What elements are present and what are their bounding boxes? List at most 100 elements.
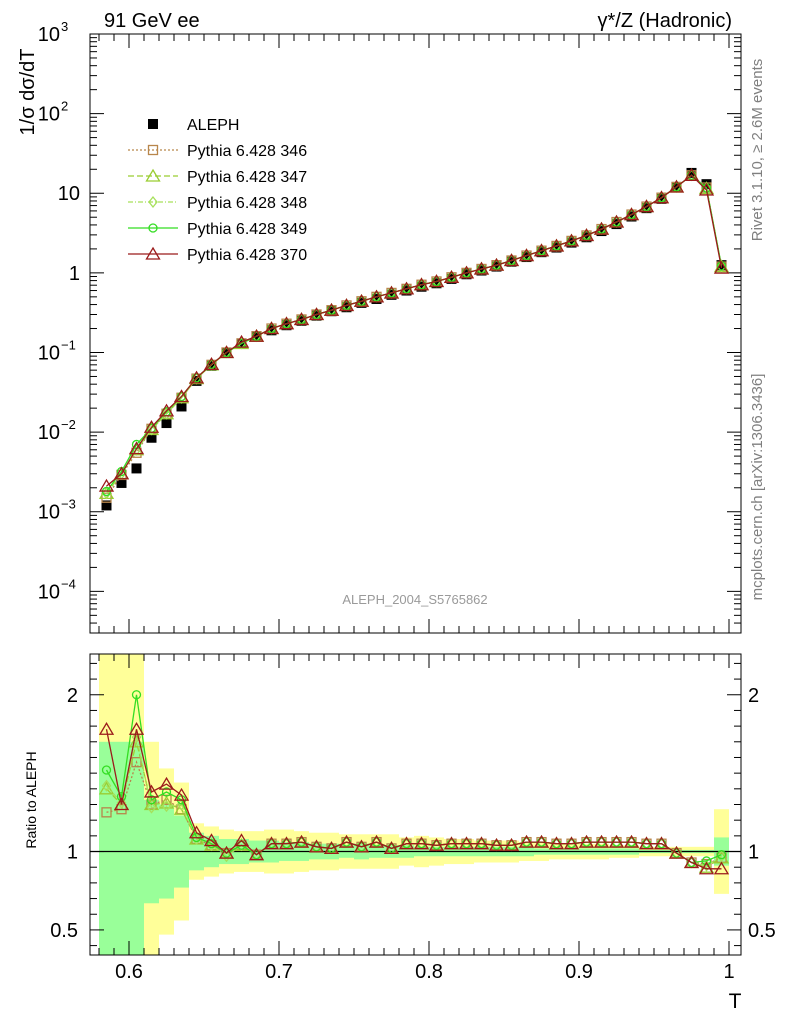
ratio-series-point xyxy=(593,834,610,848)
ratio-series-point xyxy=(248,847,265,861)
ratio-series-point xyxy=(488,837,505,851)
ratio-y-tick-label-right: 2 xyxy=(748,685,759,707)
ratio-series-point xyxy=(263,836,280,850)
ratio-series-point xyxy=(116,792,127,802)
aleph-data-point xyxy=(206,360,217,371)
ratio-series-point xyxy=(503,837,520,851)
x-axis-label: T xyxy=(729,990,742,1013)
ratio-y-axis-label: Ratio to ALEPH xyxy=(23,751,39,848)
aleph-data-point xyxy=(101,500,112,511)
ratio-y-tick-label: 0.5 xyxy=(50,920,78,942)
mc-series-point xyxy=(398,281,415,295)
y-tick-label-exponent: 3 xyxy=(61,19,68,34)
y-tick-label-exponent: −4 xyxy=(61,576,76,591)
ratio-series-point xyxy=(683,855,700,869)
process-label: γ*/Z (Hadronic) xyxy=(598,10,732,32)
aleph-data-point xyxy=(461,269,472,280)
ratio-series-point xyxy=(101,807,112,818)
aleph-data-point xyxy=(611,219,622,230)
y-tick-label-exponent: −2 xyxy=(61,417,76,432)
analysis-watermark: ALEPH_2004_S5765862 xyxy=(342,592,487,607)
aleph-data-point xyxy=(356,297,367,308)
aleph-data-point xyxy=(401,285,412,296)
y-tick-label: 10 xyxy=(38,422,60,444)
ratio-series-point xyxy=(131,690,142,700)
mc-series-point xyxy=(488,257,505,271)
aleph-data-point xyxy=(146,432,157,443)
aleph-data-point xyxy=(326,306,337,317)
ratio-series-point xyxy=(101,765,112,775)
aleph-data-point xyxy=(371,293,382,304)
ratio-y-tick-label: 2 xyxy=(67,685,78,707)
aleph-data-point xyxy=(431,278,442,289)
aleph-data-point xyxy=(191,375,202,386)
ratio-series-point xyxy=(383,841,400,855)
mc-series-point xyxy=(593,221,610,235)
mc-series-point xyxy=(383,285,400,299)
ratio-series-point xyxy=(698,861,715,875)
mc-series-point xyxy=(218,345,235,359)
mc-series-point xyxy=(158,403,175,417)
energy-label: 91 GeV ee xyxy=(104,10,200,32)
ratio-series-point xyxy=(443,836,460,850)
ratio-series-point xyxy=(428,837,445,851)
legend-label: Pythia 6.428 347 xyxy=(187,169,307,186)
mc-series-point xyxy=(413,277,430,291)
aleph-data-point xyxy=(551,242,562,253)
y-tick-label: 10 xyxy=(38,342,60,364)
aleph-data-point xyxy=(416,281,427,292)
ratio-series-point xyxy=(188,825,205,839)
ratio-series-point xyxy=(116,796,127,809)
x-tick-label: 0.8 xyxy=(415,961,443,983)
ratio-series-point xyxy=(716,850,727,860)
aleph-data-point xyxy=(131,463,142,474)
main-y-axis-label: 1/σ dσ/dT xyxy=(17,49,39,136)
ratio-series-point xyxy=(533,834,550,848)
aleph-data-point xyxy=(341,302,352,313)
mc-series-point xyxy=(353,293,370,307)
mc-series-point xyxy=(248,328,265,342)
mc-series-point xyxy=(161,407,172,420)
legend-label: Pythia 6.428 346 xyxy=(187,143,307,160)
x-tick-label: 1 xyxy=(723,961,734,983)
mc-series-point xyxy=(668,179,685,193)
uncertainty-band-inner xyxy=(99,741,114,955)
ratio-series-point xyxy=(338,834,355,848)
ratio-series-point xyxy=(161,800,172,813)
ratio-series-point xyxy=(473,836,490,850)
legend-marker xyxy=(148,195,158,209)
legend-marker xyxy=(147,144,159,156)
aleph-data-point xyxy=(641,203,652,214)
mc-series-point xyxy=(368,289,385,303)
legend-label: Pythia 6.428 348 xyxy=(187,195,307,212)
ratio-series-point xyxy=(458,836,475,850)
ratio-series-point xyxy=(623,834,640,848)
mc-series-point xyxy=(338,298,355,312)
mc-series-point xyxy=(203,357,220,370)
ratio-series-point xyxy=(563,836,580,850)
mc-series-point xyxy=(518,248,535,262)
ratio-series-point xyxy=(203,833,220,847)
ratio-series-point xyxy=(353,839,370,853)
legend-marker xyxy=(145,246,161,260)
mcplots-label: mcplots.cern.ch [arXiv:1306.3436] xyxy=(749,374,766,601)
rivet-version-label: Rivet 3.1.10, ≥ 2.6M events xyxy=(749,59,766,242)
ratio-series-point xyxy=(173,787,190,801)
aleph-data-point xyxy=(386,289,397,300)
ratio-series-point xyxy=(518,834,535,848)
mc-series-point xyxy=(113,466,130,480)
ratio-series-point xyxy=(713,861,730,875)
ratio-series-point xyxy=(143,784,160,798)
ratio-series-point xyxy=(146,795,157,805)
main-frame xyxy=(89,33,742,634)
aleph-data-point xyxy=(161,418,172,429)
ratio-series-point xyxy=(308,839,325,853)
ratio-series-point xyxy=(146,801,157,814)
aleph-data-point xyxy=(581,232,592,243)
mc-series-point xyxy=(623,207,640,221)
mc-series-point xyxy=(578,228,595,242)
aleph-data-point xyxy=(626,211,637,222)
mc-series-point xyxy=(173,389,190,403)
